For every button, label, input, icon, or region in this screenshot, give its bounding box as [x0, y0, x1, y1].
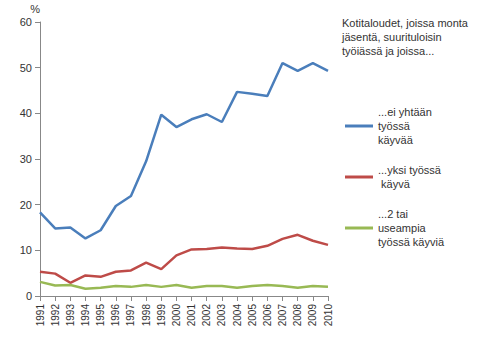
svg-text:1992: 1992 [50, 304, 61, 327]
svg-text:10: 10 [20, 244, 32, 256]
svg-text:jäsentä, suurituloisin: jäsentä, suurituloisin [341, 31, 445, 43]
svg-text:2005: 2005 [247, 304, 258, 327]
svg-text:20: 20 [20, 199, 32, 211]
svg-text:Kotitaloudet, joissa monta: Kotitaloudet, joissa monta [342, 17, 471, 29]
svg-text:1999: 1999 [156, 304, 167, 327]
svg-text:työssä: työssä [378, 120, 413, 132]
svg-text:1993: 1993 [65, 304, 76, 327]
svg-text:2002: 2002 [201, 304, 212, 327]
svg-text:50: 50 [20, 62, 32, 74]
svg-text:työssä käyviä: työssä käyviä [378, 236, 445, 248]
svg-text:%: % [30, 3, 40, 15]
svg-text:useampia: useampia [378, 222, 429, 234]
svg-text:...yksi työssä: ...yksi työssä [378, 164, 442, 176]
svg-text:käyvää: käyvää [378, 134, 414, 146]
svg-text:1995: 1995 [95, 304, 106, 327]
svg-text:...ei yhtään: ...ei yhtään [378, 106, 435, 118]
svg-text:1991: 1991 [35, 304, 46, 327]
svg-text:työiässä ja joissa...: työiässä ja joissa... [342, 45, 434, 57]
svg-text:1997: 1997 [125, 304, 136, 327]
svg-text:käyvä: käyvä [378, 178, 411, 190]
svg-text:1994: 1994 [80, 304, 91, 327]
svg-text:2003: 2003 [216, 304, 227, 327]
svg-text:2000: 2000 [171, 304, 182, 327]
svg-text:2001: 2001 [186, 304, 197, 327]
svg-text:1998: 1998 [141, 304, 152, 327]
svg-text:...2 tai: ...2 tai [378, 208, 411, 220]
svg-text:2006: 2006 [262, 304, 273, 327]
svg-text:2008: 2008 [292, 304, 303, 327]
svg-text:60: 60 [20, 16, 32, 28]
svg-text:2010: 2010 [323, 304, 334, 327]
svg-text:2007: 2007 [277, 304, 288, 327]
svg-text:30: 30 [20, 153, 32, 165]
svg-text:2009: 2009 [307, 304, 318, 327]
svg-text:0: 0 [26, 290, 32, 302]
svg-text:1996: 1996 [110, 304, 121, 327]
svg-text:40: 40 [20, 107, 32, 119]
svg-text:2004: 2004 [232, 304, 243, 327]
